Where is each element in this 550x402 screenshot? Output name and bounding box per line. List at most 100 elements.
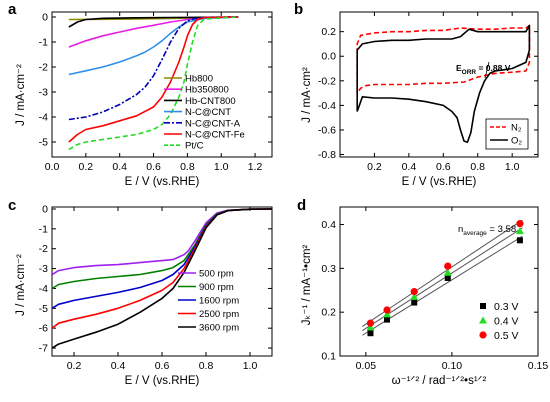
data-point-triangle [443,268,452,276]
legend-box [485,118,529,150]
data-point-circle [410,287,418,296]
series-line-1600-rpm [52,208,272,309]
x-tick-label: 0.8 [199,360,214,372]
y-tick-label: 0.0 [321,51,336,63]
y-tick-label: 0.1 [321,351,336,363]
plot-frame [339,11,539,158]
x-tick-label: 1.2 [248,161,263,173]
x-tick-label: 0.05 [356,360,377,372]
data-point-square [444,274,451,281]
plot-frame [51,206,273,357]
x-axis-title: E / V (vs.RHE) [125,176,200,188]
series-line-hb-cnt800 [68,16,239,28]
panel-label: a [8,1,17,18]
legend-label-0-4-v: 0.4 V [494,316,519,328]
y-tick-label: -6 [39,323,48,335]
legend-label-o-: O₂ [511,136,522,147]
x-tick-label: 0.6 [146,161,161,173]
x-tick-label: 0.2 [367,161,382,173]
x-tick-label: 0.6 [155,360,170,372]
x-tick-label: 0.2 [67,360,82,372]
y-axis-title: J / mA·cm² [301,67,313,123]
data-point-circle [516,220,524,228]
x-tick-label: 1.0 [243,360,258,372]
plot-frame [339,206,539,357]
series-line-n-c-cnt-a [68,16,239,121]
legend-label-0-3-v: 0.3 V [494,301,519,313]
x-tick-label: 0.15 [528,360,549,372]
y-tick-label: -2 [39,62,48,74]
x-tick-label: 0.2 [79,161,94,173]
annotation-rest: = 0.88 V [476,63,511,73]
plot-area [356,24,531,144]
legend-label-3600-rpm: 3600 rpm [199,323,239,334]
annotation-b: EORR = 0.88 V [456,63,511,76]
legend-label-hb800: Hb800 [185,74,213,85]
panel-c: 0.2 0.4 0.6 0.8 1.0 0 -1 -2 -3 -4 -5 -6 -7 E / V (vs.… [8,197,273,387]
y-tick-label: 0.3 [321,263,336,275]
panel-a: 0.0 0.2 0.4 0.6 0.8 1.0 1.2 0 -1 -2 -3 -4 -5 E / V (v… [8,1,273,188]
legend-label-0-5-v: 0.5 V [494,330,519,342]
y-axis-title: Jₖ⁻¹ / mA⁻¹•cm² [301,245,313,326]
series-line-500-rpm [52,208,272,276]
legend-marker-triangle [479,316,487,324]
x-tick-label: 0.10 [442,360,463,372]
annotation-d: naverage = 3.58 [458,224,516,237]
y-tick-label: 0 [42,203,48,215]
annotation-sub: ORR [462,69,477,76]
data-point-triangle [515,227,524,235]
x-tick-label: 0.6 [436,161,451,173]
data-point-square [411,299,418,306]
y-tick-label: -5 [39,303,48,315]
x-axis-title: ω⁻¹ᐟ² / rad⁻¹ᐟ²•s¹ᐟ² [392,375,487,387]
series-line-hb350800 [68,16,239,48]
y-tick-label: -0.6 [318,124,336,136]
panel-label: b [294,1,303,18]
y-tick-label: 0.2 [321,26,336,38]
x-tick-label: 0.4 [112,161,127,173]
x-tick-label: 0.4 [402,161,417,173]
panel-d: 0.05 0.10 0.15 0.1 0.2 0.3 0.4 ω⁻¹ᐟ² / rad⁻¹ᐟ²•… [297,197,548,387]
data-point-triangle [410,292,419,300]
plot-area [52,208,272,349]
data-point-circle [444,262,452,270]
x-tick-label: 1.0 [505,161,520,173]
x-tick-label: 0.8 [180,161,195,173]
data-point-circle [383,306,391,314]
y-tick-label: -2 [39,243,48,255]
x-tick-label: 0.8 [470,161,485,173]
plot-frame [51,11,273,158]
legend-marker-circle [479,331,487,339]
panel-label: c [8,197,16,214]
legend-label-n-c-cnt-a: N-C@CNT-A [185,118,241,129]
series-line-3600-rpm [52,208,272,349]
fit-line [362,227,523,332]
x-axis-title: E / V (vs.RHE) [125,375,200,387]
y-tick-label: -0.2 [318,75,336,87]
series-line-pt-c [68,16,239,151]
legend-label-1600-rpm: 1600 rpm [199,296,239,307]
x-tick-label: 1.0 [214,161,229,173]
series-line-o- [356,24,531,144]
y-tick-label: -0.8 [318,149,336,161]
legend-label-2500-rpm: 2500 rpm [199,309,239,320]
y-tick-label: -7 [39,343,48,355]
data-point-triangle [383,310,392,318]
y-tick-label: 0 [42,12,48,24]
annotation-sub: average [463,230,487,237]
series-line-900-rpm [52,208,272,290]
annotation-rest: = 3.58 [487,224,516,235]
x-axis-title: E / V (vs.RHE) [402,176,477,188]
y-tick-label: -3 [39,263,48,275]
legend-label-hb350800: Hb350800 [185,85,229,96]
y-tick-label: -1 [39,223,48,235]
data-point-square [384,316,391,323]
y-tick-label: -1 [39,37,48,49]
x-tick-label: 0.4 [111,360,126,372]
series-line-n-c-cnt [68,16,239,76]
y-tick-label: -4 [39,112,48,124]
legend-label-900-rpm: 900 rpm [199,282,234,293]
legend-label-hb-cnt800: Hb-CNT800 [185,96,236,107]
legend-label-n-: N₂ [511,123,522,134]
